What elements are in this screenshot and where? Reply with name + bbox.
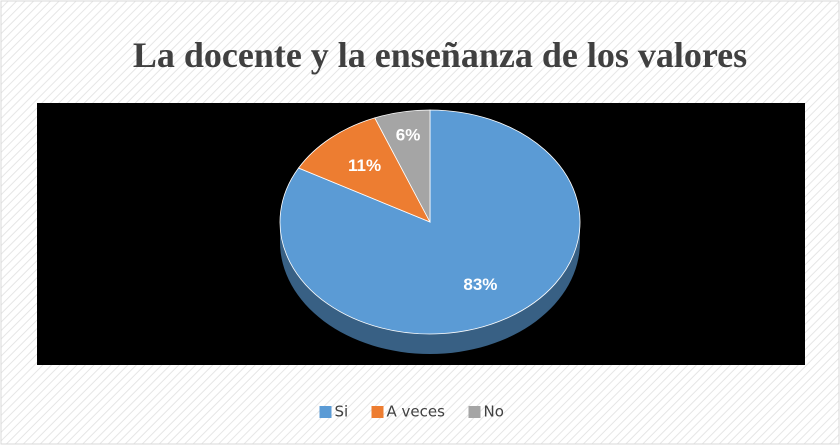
data-label: 83% (463, 275, 497, 294)
pie-slice (297, 117, 431, 223)
data-label: 11% (348, 156, 381, 175)
legend-swatch (468, 406, 481, 418)
legend-label: A veces (387, 403, 446, 421)
pie: 83% 11% 6% (279, 109, 581, 354)
chart-title: La docente y la enseñanza de los valores (133, 35, 747, 75)
legend-swatch (371, 406, 384, 418)
legend: Si A veces No (319, 403, 504, 421)
pie-side (280, 222, 580, 354)
data-label: 6% (396, 126, 421, 145)
legend-swatch (319, 406, 332, 418)
legend-label: Si (335, 403, 349, 421)
pie-slice (374, 109, 431, 223)
legend-label: No (484, 403, 504, 421)
